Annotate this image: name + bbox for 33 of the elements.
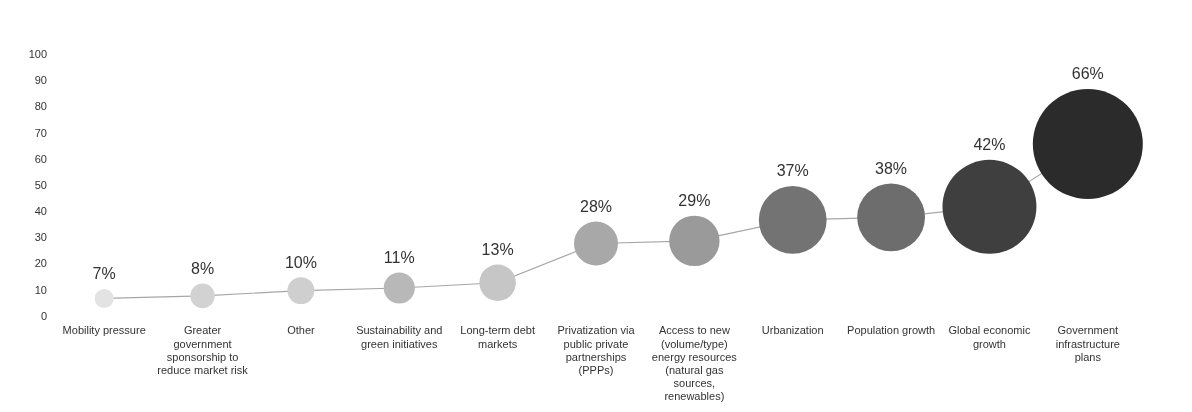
- y-tick-label: 20: [34, 257, 47, 270]
- y-tick-label: 0: [40, 309, 47, 322]
- y-tick-label: 30: [34, 231, 47, 244]
- x-tick-label: Sustainability and green initiatives: [356, 324, 443, 350]
- x-tick-label: Government infrastructure plans: [1055, 324, 1120, 363]
- y-tick-label: 70: [34, 126, 47, 139]
- y-tick-label: 60: [34, 152, 47, 165]
- data-label: 11%: [383, 248, 415, 266]
- data-label: 66%: [1071, 65, 1104, 83]
- data-label: 29%: [678, 192, 711, 210]
- data-label: 7%: [92, 265, 116, 283]
- data-label: 42%: [973, 136, 1006, 154]
- data-label: 8%: [190, 259, 215, 277]
- x-tick-label: Privatization via public private partnerships (PPPs): [557, 324, 636, 377]
- y-tick-label: 90: [34, 74, 47, 87]
- x-tick-label: Urbanization: [761, 324, 824, 337]
- y-tick-label: 100: [28, 48, 47, 61]
- data-label: 10%: [284, 253, 317, 271]
- x-tick-label: Mobility pressure: [62, 324, 146, 337]
- x-tick-label: Other: [287, 324, 315, 337]
- x-tick-label: Access to new (volume/type) energy resources (natural gas sources, renewables): [651, 324, 738, 403]
- y-tick-label: 80: [34, 100, 47, 113]
- data-label: 38%: [875, 159, 908, 177]
- x-tick-label: Long-term debt markets: [460, 324, 535, 350]
- x-tick-label: Global economic growth: [948, 324, 1031, 350]
- y-tick-label: 40: [34, 205, 47, 218]
- data-label: 28%: [579, 197, 613, 215]
- y-tick-label: 10: [34, 283, 47, 296]
- x-tick-label: Greater government sponsorship to reduce market risk: [157, 324, 249, 377]
- x-tick-label: Population growth: [847, 324, 936, 337]
- data-label: 13%: [481, 240, 514, 258]
- y-tick-label: 50: [34, 178, 47, 191]
- data-label: 37%: [776, 162, 809, 180]
